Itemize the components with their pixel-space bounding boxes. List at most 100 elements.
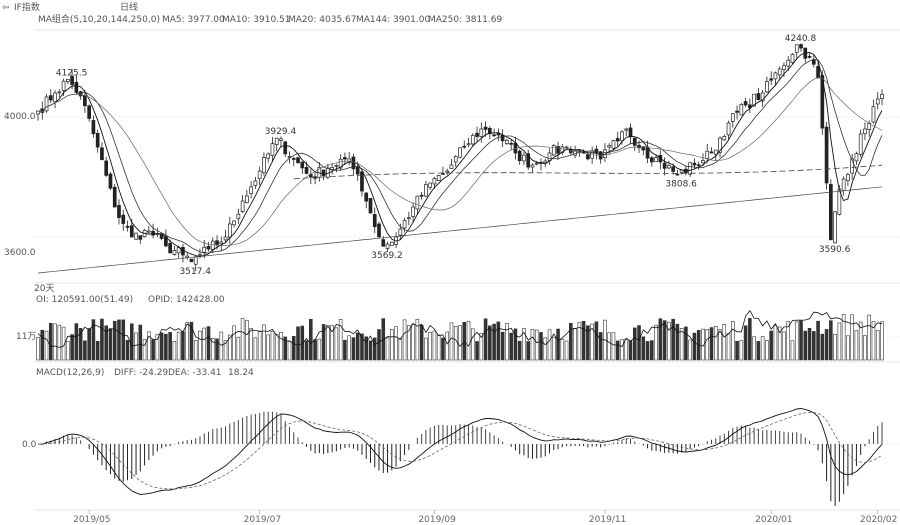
price-y-label-3600: 3600.0 bbox=[4, 248, 36, 258]
volume-bar bbox=[240, 318, 245, 361]
volume-bar bbox=[125, 339, 130, 361]
volume-bar bbox=[483, 318, 488, 361]
candle-body bbox=[355, 166, 360, 175]
candle-body bbox=[586, 154, 590, 160]
volume-bar bbox=[176, 331, 181, 361]
candle-body bbox=[424, 184, 428, 197]
volume-bar bbox=[78, 328, 83, 361]
candle-body bbox=[57, 91, 62, 94]
volume-bar bbox=[300, 325, 305, 361]
candle-body bbox=[628, 127, 633, 138]
candle-body bbox=[368, 198, 373, 214]
price-annotation: 4240.8 bbox=[785, 34, 817, 44]
volume-bar bbox=[394, 326, 398, 361]
candle-body bbox=[343, 157, 347, 160]
volume-bar bbox=[202, 327, 207, 361]
candle-body bbox=[91, 120, 96, 135]
volume-bar bbox=[799, 320, 803, 361]
candle-body bbox=[83, 95, 87, 107]
ma-group-label[interactable]: MA组合(5,10,20,144,250,0) bbox=[38, 13, 160, 25]
candle-body bbox=[777, 68, 782, 76]
ma10-value: MA10: 3910.51 bbox=[222, 15, 290, 25]
macd-lines bbox=[37, 408, 883, 495]
candle-body bbox=[696, 164, 701, 167]
volume-bar bbox=[219, 331, 224, 361]
candle-body bbox=[846, 174, 850, 181]
volume-bar bbox=[70, 334, 74, 361]
candle-body bbox=[462, 145, 467, 148]
x-tick-label: 2019/07 bbox=[244, 515, 281, 525]
candle-body bbox=[500, 134, 505, 142]
candle-body bbox=[398, 228, 403, 236]
candle-body bbox=[441, 173, 445, 175]
candle-body bbox=[739, 104, 744, 116]
candle-body bbox=[466, 143, 471, 146]
volume-bar bbox=[551, 336, 556, 361]
volume-bar bbox=[206, 326, 211, 361]
price-annotation: 3808.6 bbox=[665, 179, 697, 189]
volume-bar bbox=[57, 324, 62, 361]
candle-body bbox=[615, 138, 620, 142]
volume-bar bbox=[330, 325, 334, 361]
candle-body bbox=[53, 92, 57, 102]
volume-bar bbox=[645, 341, 650, 361]
volume-bar bbox=[769, 330, 773, 361]
volume-bar bbox=[164, 333, 168, 361]
candle-body bbox=[419, 194, 424, 197]
price-annotation: 3929.4 bbox=[265, 127, 297, 137]
candle-body bbox=[607, 145, 612, 148]
volume-bar bbox=[368, 340, 373, 361]
volume-bar bbox=[577, 322, 582, 361]
candle-body bbox=[487, 127, 492, 135]
volume-bar bbox=[658, 318, 663, 361]
volume-bar bbox=[83, 340, 87, 361]
volume-bar bbox=[526, 341, 530, 361]
x-tick-label: 2019/11 bbox=[589, 515, 626, 525]
volume-bar bbox=[539, 332, 543, 361]
volume-bar bbox=[100, 318, 104, 361]
candle-body bbox=[841, 178, 846, 192]
x-tick-label: 2020/01 bbox=[755, 515, 792, 525]
chart-menu-icon[interactable]: ⇦ bbox=[2, 3, 10, 13]
candle-body bbox=[445, 170, 450, 173]
volume-bar bbox=[453, 326, 458, 361]
volume-bar bbox=[360, 333, 364, 361]
candle-body bbox=[176, 247, 181, 254]
price-annotation: 3517.4 bbox=[179, 267, 211, 277]
volume-bar bbox=[390, 329, 394, 361]
volume-bar bbox=[688, 339, 692, 361]
volume-bar bbox=[338, 319, 343, 361]
candle-body bbox=[189, 258, 194, 263]
candle-body bbox=[632, 137, 637, 146]
candle-body bbox=[509, 142, 513, 145]
candle-body bbox=[671, 166, 675, 172]
volume-bar bbox=[172, 340, 177, 361]
candle-body bbox=[249, 186, 253, 194]
candle-body bbox=[718, 137, 722, 153]
volume-bar bbox=[530, 329, 535, 361]
ma5-value: MA5: 3977.00 bbox=[162, 15, 225, 25]
ma5-line bbox=[37, 52, 883, 258]
volume-bar bbox=[675, 323, 680, 361]
volume-bar bbox=[355, 332, 360, 361]
volume-bar bbox=[117, 319, 121, 361]
candle-body bbox=[104, 160, 109, 176]
candle-body bbox=[381, 239, 386, 247]
volume-bar bbox=[189, 321, 194, 361]
candle-body bbox=[470, 135, 475, 145]
volume-bar bbox=[48, 323, 53, 361]
price-annotations: 4125.5 3517.4 3929.4 3569.2 3808.6 4240.8 3590… bbox=[56, 34, 851, 277]
volume-bar bbox=[138, 324, 143, 361]
volume-bar bbox=[274, 333, 279, 361]
volume-bar bbox=[803, 330, 808, 361]
timeframe-label[interactable]: 日线 bbox=[120, 1, 138, 13]
candle-body bbox=[296, 157, 300, 164]
volume-bar bbox=[283, 336, 288, 361]
candle-body bbox=[172, 249, 177, 255]
volume-bar bbox=[718, 329, 722, 361]
volume-bar bbox=[722, 324, 727, 361]
volume-bar bbox=[654, 324, 658, 361]
candle-body bbox=[765, 81, 769, 93]
candle-body bbox=[168, 243, 172, 254]
candle-body bbox=[556, 146, 560, 154]
